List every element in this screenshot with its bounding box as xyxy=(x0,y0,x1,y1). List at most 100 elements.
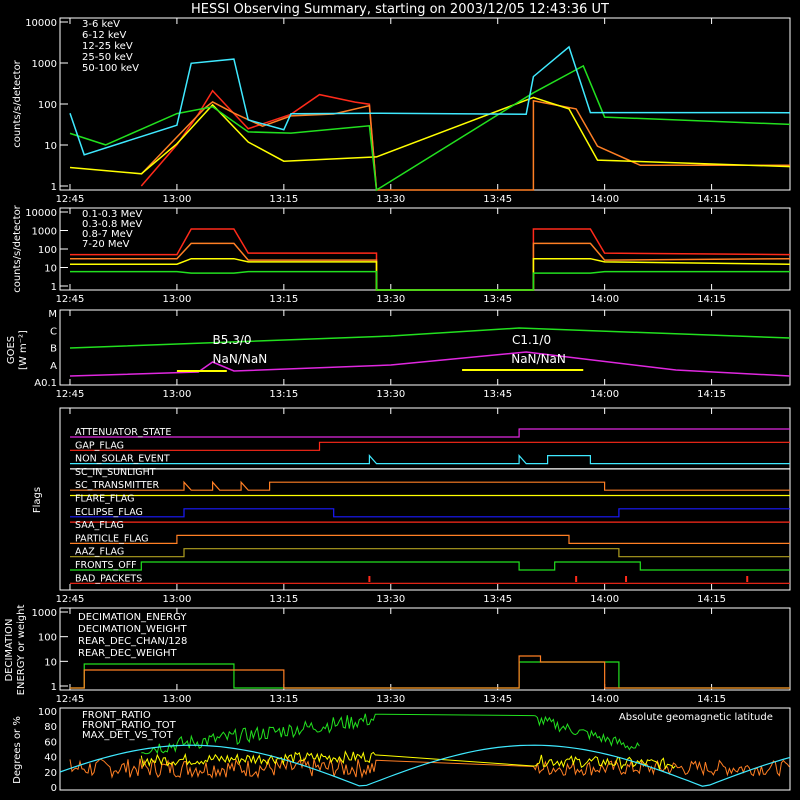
flag-label-2: NON_SOLAR_EVENT xyxy=(75,454,170,465)
y-axis-label-5b: ENERGY or weight xyxy=(16,605,27,696)
y-tick-label: C xyxy=(50,326,57,337)
x-tick-label: 12:45 xyxy=(56,389,85,400)
x-tick-label: 14:00 xyxy=(590,194,619,205)
y-tick-label: 10 xyxy=(44,141,57,152)
x-tick-label: 13:00 xyxy=(163,694,192,705)
flag-label-11: BAD_PACKETS xyxy=(75,573,142,584)
x-tick-label: 12:45 xyxy=(56,194,85,205)
legend-entry-0-2: 12-25 keV xyxy=(82,41,133,52)
decimation-energy-line xyxy=(69,661,790,689)
goes-long-curve xyxy=(69,327,791,349)
legend-entry-0-1: 6-12 keV xyxy=(82,30,126,41)
flag-label-5: FLARE_FLAG xyxy=(75,494,135,505)
x-tick-label: 14:15 xyxy=(697,389,726,400)
y-tick-label: 10000 xyxy=(25,18,57,29)
legend-entry-4-2: REAR_DEC_CHAN/128 xyxy=(78,636,187,647)
x-tick-label: 13:00 xyxy=(163,389,192,400)
x-tick-label: 13:15 xyxy=(269,194,298,205)
x-tick-label: 13:00 xyxy=(163,594,192,605)
y-axis-unit-3: [W m⁻²] xyxy=(18,330,29,370)
panel-frame-4 xyxy=(59,607,791,691)
panel-frame-2 xyxy=(59,309,791,386)
y-tick-label: 1 xyxy=(51,282,57,293)
legend-entry-0-0: 3-6 keV xyxy=(82,19,120,30)
legend-entry-0-4: 50-100 keV xyxy=(82,63,139,74)
x-tick-label: 13:30 xyxy=(376,694,405,705)
decimation-weight-line xyxy=(69,655,790,689)
legend-entry-4-3: REAR_DEC_WEIGHT xyxy=(78,648,177,659)
y-tick-label: 10000 xyxy=(25,208,57,219)
x-tick-label: 14:00 xyxy=(590,294,619,305)
flag-line-0 xyxy=(70,428,790,438)
y-tick-label: 1000 xyxy=(32,608,57,619)
flag-line-2 xyxy=(70,454,790,465)
x-tick-label: 13:15 xyxy=(269,694,298,705)
goes-annotation: C1.1/0 xyxy=(512,333,551,347)
x-tick-label: 13:30 xyxy=(376,194,405,205)
y-tick-label: 100 xyxy=(38,707,57,718)
y-tick-label: 100 xyxy=(38,100,57,111)
series-front-ratio-tot xyxy=(141,713,640,755)
x-tick-label: 12:45 xyxy=(56,294,85,305)
x-tick-label: 13:15 xyxy=(269,389,298,400)
legend-entry-1-2: 0.8-7 MeV xyxy=(82,229,133,240)
y-tick-label: 1000 xyxy=(32,227,57,238)
legend-entry-1-3: 7-20 MeV xyxy=(82,239,130,250)
x-tick-label: 14:00 xyxy=(590,594,619,605)
flag-label-3: SC_IN_SUNLIGHT xyxy=(75,467,156,478)
series-line-1 xyxy=(140,99,791,191)
x-tick-label: 14:15 xyxy=(697,194,726,205)
legend-entry-4-0: DECIMATION_ENERGY xyxy=(78,612,187,623)
y-axis-label: counts/s/detector xyxy=(12,59,23,147)
x-tick-label: 14:15 xyxy=(697,594,726,605)
x-tick-label: 14:15 xyxy=(697,294,726,305)
series-front-ratio xyxy=(140,750,676,771)
x-tick-label: 13:45 xyxy=(483,389,512,400)
x-tick-label: 13:45 xyxy=(483,294,512,305)
y-tick-label: 10 xyxy=(44,264,57,275)
x-tick-label: 14:00 xyxy=(590,389,619,400)
legend-entry-5-2: MAX_DET_VS_TOT xyxy=(82,730,174,741)
flag-label-7: SAA_FLAG xyxy=(75,520,124,531)
flag-line-1 xyxy=(70,441,790,451)
goes-annotation: B5.3/0 xyxy=(213,333,252,347)
y-tick-label: 40 xyxy=(44,753,57,764)
y-tick-label: 80 xyxy=(44,722,57,733)
y-tick-label: 100 xyxy=(38,245,57,256)
x-tick-label: 14:15 xyxy=(697,694,726,705)
x-tick-label: 13:30 xyxy=(376,389,405,400)
y-tick-label: 100 xyxy=(38,633,57,644)
x-tick-label: 13:45 xyxy=(483,694,512,705)
y-axis-label-4: Flags xyxy=(32,487,43,513)
y-tick-label: 60 xyxy=(44,737,57,748)
y-tick-label: 0 xyxy=(51,783,57,794)
panel-frame-3 xyxy=(59,407,791,591)
panel-frame-0 xyxy=(59,17,791,191)
series-line-0 xyxy=(140,89,378,191)
chart-title: HESSI Observing Summary, starting on 200… xyxy=(191,2,609,17)
flag-label-1: GAP_FLAG xyxy=(75,440,124,451)
y-tick-label: A xyxy=(50,361,57,372)
flag-line-9 xyxy=(70,548,790,558)
flag-line-8 xyxy=(70,534,790,544)
legend-entry-1-0: 0.1-0.3 MeV xyxy=(82,209,142,220)
y-tick-label: B xyxy=(50,344,57,355)
y-tick-label: 1000 xyxy=(32,59,57,70)
y-tick-label: 10 xyxy=(44,657,57,668)
flag-label-6: ECLIPSE_FLAG xyxy=(75,507,143,518)
x-tick-label: 13:30 xyxy=(376,594,405,605)
flag-label-0: ATTENUATOR_STATE xyxy=(75,427,171,438)
y-axis-label-5: DECIMATION xyxy=(4,618,15,681)
legend-entry-5-3: Absolute geomagnetic latitude xyxy=(619,712,773,723)
series-line-4 xyxy=(69,45,791,156)
flag-line-10 xyxy=(70,561,790,571)
y-axis-label-6: Degrees or % xyxy=(12,716,23,784)
x-tick-label: 13:00 xyxy=(163,194,192,205)
legend-entry-5-1: FRONT_RATIO_TOT xyxy=(82,720,177,731)
y-tick-label: 20 xyxy=(44,768,57,779)
x-tick-label: 14:00 xyxy=(590,694,619,705)
series-line-2 xyxy=(69,96,791,175)
flag-label-9: AAZ_FLAG xyxy=(75,547,124,558)
y-axis-label-2: counts/s/detector xyxy=(12,204,23,292)
